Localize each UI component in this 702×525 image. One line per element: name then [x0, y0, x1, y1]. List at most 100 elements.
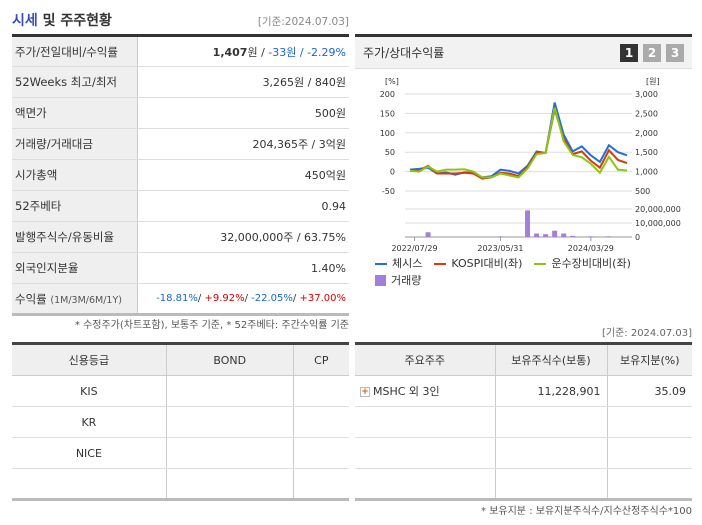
- column-header: CP: [292, 343, 349, 376]
- return-1y: +37.00%: [299, 293, 346, 304]
- legend-label: 운수장비대비(좌): [551, 257, 631, 270]
- row-label: 주가/전일대비/수익률: [12, 35, 138, 67]
- table-row: 수익률 (1M/3M/6M/1Y) -18.81%/ +9.92%/ -22.05…: [12, 283, 349, 315]
- title-highlight: 시세: [12, 13, 38, 29]
- agency: KR: [12, 406, 167, 438]
- y-tick-label: 50: [385, 148, 395, 157]
- right-unit: [원]: [646, 77, 660, 86]
- chart-title: 주가/상대수익률: [363, 46, 445, 60]
- column-header: 보유지분(%): [606, 343, 692, 376]
- column-header: BOND: [165, 343, 294, 376]
- table-row: 시가총액 450억원: [12, 159, 349, 191]
- row-value: 3,265원 / 840원: [137, 66, 349, 98]
- y2-tick-label: 1,500: [635, 148, 658, 157]
- legend-label: 거래량: [391, 274, 422, 287]
- price-unit: 원 /: [247, 45, 269, 59]
- volume-bar: [534, 233, 540, 237]
- legend-label: 체시스: [392, 257, 423, 270]
- volume-bar: [543, 234, 549, 237]
- table-row: 발행주식수/유동비율 32,000,000주 / 63.75%: [12, 221, 349, 253]
- table-row: [355, 406, 692, 438]
- footnote-holders: * 보유지분 : 보유지분주식수/지수산정주식수*100: [481, 506, 692, 517]
- legend-item: 거래량: [375, 273, 421, 288]
- credit-rating-table: 신용등급 BOND CP KIS KR NICE: [12, 342, 349, 501]
- y2-tick-label: 500: [635, 187, 650, 196]
- table-row: [12, 468, 349, 500]
- table-row: 주가/전일대비/수익률 1,407원 / -33원 / -2.29%: [12, 35, 349, 67]
- row-value: 1.40%: [137, 252, 349, 284]
- page-2-button[interactable]: 2: [643, 43, 661, 62]
- left-unit: [%]: [385, 77, 399, 86]
- table-row: KR: [12, 406, 349, 438]
- footnote: * 수정주가(차트포함), 보통주 기준, * 52주베타: 주간수익률 기준: [74, 320, 349, 331]
- x-tick-label: 2023/05/31: [477, 244, 523, 253]
- table-row: NICE: [12, 437, 349, 469]
- price-info-section: 주가/전일대비/수익률 1,407원 / -33원 / -2.29% 52Week…: [12, 34, 349, 332]
- x-tick-label: 2022/07/29: [391, 244, 437, 253]
- return-1m: -18.81%: [156, 293, 198, 304]
- chart-legend: 체시스 KOSPI대비(좌) 운수장비대비(좌) 거래량: [355, 256, 692, 288]
- x-tick-label: 2024/03/29: [568, 244, 614, 253]
- y-tick-label: -50: [382, 187, 395, 196]
- return-6m: -22.05%: [251, 293, 293, 304]
- expand-icon[interactable]: +: [360, 387, 370, 397]
- relative-return-chart: [%] [원] 200 3,000 150 2,500 100 2,000 50 1,500 0 1,…: [380, 77, 681, 253]
- page-3-button[interactable]: 3: [666, 43, 684, 62]
- holder-shares: 11,228,901: [494, 375, 607, 407]
- row-value: 32,000,000주 / 63.75%: [137, 221, 349, 253]
- y2-tick-label: 3,000: [635, 90, 658, 99]
- cp-cell: [292, 437, 349, 469]
- legend-swatch: [434, 262, 447, 265]
- y-tick-label: 200: [380, 90, 395, 99]
- row-label: 거래량/거래대금: [12, 128, 138, 160]
- row-label: 52주베타: [12, 190, 138, 222]
- table-row: [355, 437, 692, 469]
- legend-label: KOSPI대비(좌): [451, 257, 523, 270]
- shareholders-section: 주요주주 보유주식수(보통) 보유지분(%) + MSHC 외 3인 11,228,90…: [355, 342, 692, 518]
- volume-bar: [525, 210, 531, 237]
- y-tick-label: 150: [380, 109, 395, 118]
- agency: NICE: [12, 437, 167, 469]
- base-date: [기준:2024.07.03]: [257, 16, 349, 28]
- page-1-button[interactable]: 1: [620, 43, 638, 62]
- section-title: 시세 및 주주현황: [12, 10, 112, 30]
- y2-tick-label: 1,000: [635, 168, 658, 177]
- volume-bar: [606, 236, 612, 237]
- cp-cell: [292, 468, 349, 500]
- row-label: 액면가: [12, 97, 138, 129]
- legend-item: KOSPI대비(좌): [434, 256, 522, 271]
- returns-label: 수익률: [15, 291, 47, 306]
- row-value: -18.81%/ +9.92%/ -22.05%/ +37.00%: [137, 283, 349, 315]
- table-row: + MSHC 외 3인 11,228,901 35.09: [355, 375, 692, 407]
- holder-name[interactable]: + MSHC 외 3인: [355, 375, 495, 407]
- y2-tick-label: 2,500: [635, 109, 658, 118]
- agency: [12, 468, 167, 500]
- price-info-table: 주가/전일대비/수익률 1,407원 / -33원 / -2.29% 52Week…: [12, 34, 349, 316]
- agency: KIS: [12, 375, 167, 407]
- y2-tick-label: 2,000: [635, 129, 658, 138]
- volume-tick-label: 0: [635, 233, 640, 242]
- y-tick-label: 100: [380, 129, 395, 138]
- cp-cell: [292, 375, 349, 407]
- legend-swatch: [375, 262, 387, 265]
- bond-cell: [165, 406, 294, 438]
- price-change: -33원 / -2.29%: [268, 45, 346, 59]
- volume-tick-label: 20,000,000: [635, 205, 681, 214]
- row-value: 204,365주 / 3억원: [137, 128, 349, 160]
- row-label: 발행주식수/유동비율: [12, 221, 138, 253]
- title-rest: 및 주주현황: [37, 13, 112, 29]
- bond-cell: [165, 468, 294, 500]
- row-label: 외국인지분율: [12, 252, 138, 284]
- series-line: [409, 107, 628, 179]
- volume-bar: [497, 236, 503, 237]
- base-date-holders: [기준: 2024.07.03]: [601, 328, 692, 339]
- volume-bar: [570, 235, 576, 237]
- table-row: 52주베타 0.94: [12, 190, 349, 222]
- column-header: 신용등급: [12, 343, 167, 376]
- column-header: 주요주주: [355, 343, 495, 376]
- volume-bar: [552, 230, 558, 237]
- row-label: 52Weeks 최고/최저: [12, 66, 138, 98]
- holder-pct: 35.09: [606, 375, 692, 407]
